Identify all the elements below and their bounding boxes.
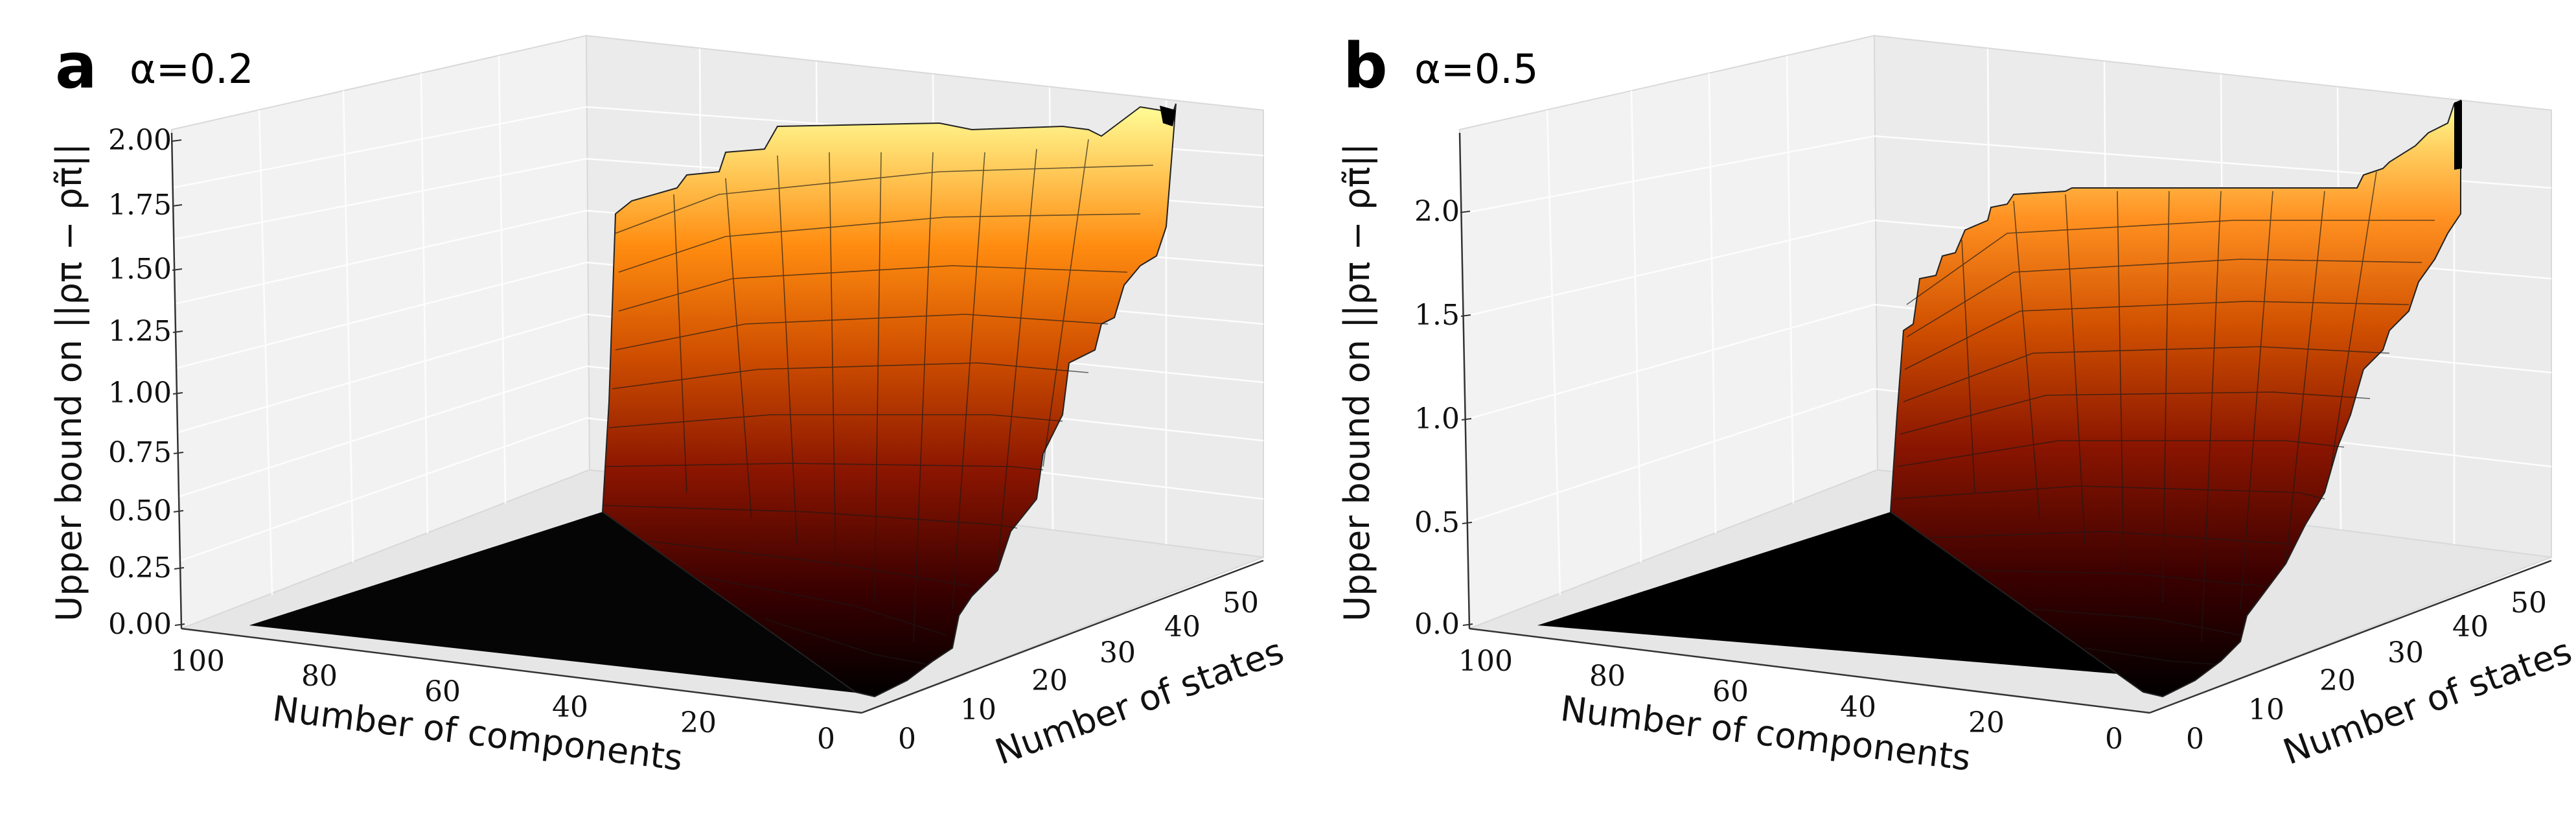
panel-b: 0.0 0.5 1.0 1.5 2.0 100 80 60 40 20 0 0 … bbox=[1288, 0, 2576, 834]
z-tick-label: 0.50 bbox=[108, 494, 172, 527]
axis-lines bbox=[1458, 132, 2552, 714]
surface-wall bbox=[601, 103, 1177, 698]
z-tick-label: 0.75 bbox=[108, 436, 172, 469]
x-tick-labels: 100 80 60 40 20 0 bbox=[1458, 645, 2123, 756]
z-tick-label: 1.00 bbox=[108, 376, 172, 410]
z-tick-label: 0.25 bbox=[108, 551, 172, 585]
y-tick-label: 30 bbox=[1099, 636, 1136, 669]
x-axis-label: Number of components bbox=[1558, 688, 1973, 779]
y-axis-label: Number of states bbox=[2278, 631, 2576, 772]
x-tick-label: 100 bbox=[170, 645, 225, 678]
panel-letter: a bbox=[55, 30, 97, 102]
surface-facets bbox=[602, 139, 1154, 665]
y-tick-label: 30 bbox=[2387, 636, 2424, 669]
x-axis-label: Number of components bbox=[270, 688, 685, 779]
y-tick-label: 20 bbox=[2319, 664, 2356, 697]
x-tick-label: 20 bbox=[680, 706, 717, 739]
y-tick-label: 50 bbox=[1223, 586, 1259, 620]
x-tick-label: 80 bbox=[301, 660, 338, 693]
alpha-label: α=0.2 bbox=[130, 45, 253, 93]
surface-zero-region bbox=[249, 512, 862, 693]
y-tick-labels: 0 10 20 30 40 50 bbox=[2186, 586, 2547, 756]
z-tick-label: 0.00 bbox=[108, 608, 172, 641]
z-tick-label: 1.0 bbox=[1414, 402, 1460, 435]
panel-b-plot: 0.0 0.5 1.0 1.5 2.0 100 80 60 40 20 0 0 … bbox=[1337, 30, 2576, 779]
y-tick-label: 10 bbox=[960, 693, 996, 726]
z-tick-labels: 0.00 0.25 0.50 0.75 1.00 1.25 1.50 1.75 … bbox=[108, 124, 172, 641]
z-axis-label: Upper bound on ||ρπ − ρπ̃|| bbox=[1337, 143, 1377, 621]
x-tick-label: 60 bbox=[1712, 675, 1749, 708]
surface-floor bbox=[1537, 512, 2195, 697]
surface-peak-marker bbox=[1160, 106, 1176, 126]
z-tick-label: 1.75 bbox=[108, 189, 172, 222]
y-tick-label: 40 bbox=[2452, 610, 2489, 643]
panel-a-plot: 0.00 0.25 0.50 0.75 1.00 1.25 1.50 1.75 … bbox=[49, 30, 1288, 779]
surface-facets bbox=[1893, 171, 2435, 665]
x-tick-label: 20 bbox=[1968, 706, 2005, 739]
y-tick-label: 40 bbox=[1164, 610, 1201, 643]
panel-a: 0.00 0.25 0.50 0.75 1.00 1.25 1.50 1.75 … bbox=[49, 30, 1288, 779]
alpha-label: α=0.5 bbox=[1414, 45, 1538, 93]
y-tick-label: 0 bbox=[2186, 723, 2204, 756]
y-tick-label: 10 bbox=[2248, 693, 2284, 726]
x-tick-label: 40 bbox=[1840, 691, 1876, 724]
z-tick-label: 1.5 bbox=[1414, 299, 1460, 332]
x-tick-label: 0 bbox=[817, 723, 835, 756]
axis-lines bbox=[170, 132, 1264, 714]
x-tick-label: 40 bbox=[552, 691, 588, 724]
y-tick-label: 0 bbox=[898, 723, 916, 756]
z-tick-marks bbox=[171, 139, 185, 626]
panel-letter: b bbox=[1343, 30, 1388, 102]
z-tick-label: 1.50 bbox=[108, 253, 172, 286]
surface-peak-marker bbox=[2454, 100, 2462, 170]
z-tick-labels: 0.0 0.5 1.0 1.5 2.0 bbox=[1414, 195, 1460, 641]
y-tick-label: 50 bbox=[2511, 586, 2547, 620]
z-tick-label: 0.5 bbox=[1414, 506, 1460, 539]
z-tick-label: 0.0 bbox=[1414, 608, 1460, 641]
y-axis-label: Number of states bbox=[990, 631, 1288, 772]
z-axis-label: Upper bound on ||ρπ − ρπ̃|| bbox=[49, 143, 89, 621]
x-tick-label: 0 bbox=[2105, 723, 2123, 756]
x-tick-label: 60 bbox=[424, 675, 461, 708]
y-tick-label: 20 bbox=[1031, 664, 1068, 697]
x-tick-label: 100 bbox=[1458, 645, 1513, 678]
z-tick-label: 2.00 bbox=[108, 124, 172, 157]
y-tick-labels: 0 10 20 30 40 50 bbox=[898, 586, 1259, 756]
x-tick-label: 80 bbox=[1589, 660, 1626, 693]
z-tick-label: 1.25 bbox=[108, 315, 172, 348]
z-tick-marks bbox=[1460, 211, 1473, 626]
x-tick-labels: 100 80 60 40 20 0 bbox=[170, 645, 835, 756]
z-tick-label: 2.0 bbox=[1414, 195, 1460, 228]
